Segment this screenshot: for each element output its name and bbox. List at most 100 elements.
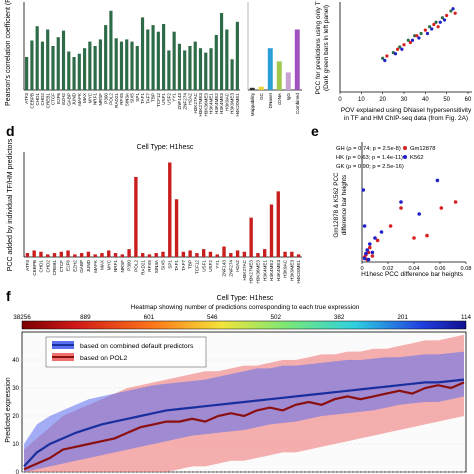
panel-d-bar-chart: Cell Type: H1hesc ATF3 CEBPB CHD1 CHD2 CREB1 C…: [7, 138, 302, 284]
x-tick-label: USF2: [166, 93, 171, 105]
side-bar: [294, 29, 300, 90]
x-tick-label: CTCF: [51, 93, 56, 105]
x-tick-label: ATF3: [24, 93, 29, 104]
y-axis-label: difference bar heights: [341, 175, 348, 235]
bar: [52, 253, 57, 257]
bar: [172, 31, 176, 90]
scatter-point: [364, 251, 368, 256]
x-tick-label: RAD21: [140, 260, 145, 275]
y-axis-label: Pearson's correlation coefficient (PCC: [5, 0, 12, 106]
x-tick-label: CEBPB: [32, 260, 37, 276]
x-tick-label: RFX5: [147, 260, 152, 272]
bar: [154, 253, 158, 257]
bar: [193, 41, 197, 90]
bar: [198, 48, 203, 90]
x-tick-label: JUND: [72, 92, 77, 105]
y-tick-label: 20: [12, 414, 19, 420]
x-tick-label: CHD1: [39, 260, 44, 273]
x-tick-label: MAFK: [93, 259, 98, 273]
bar: [125, 39, 129, 90]
x-tick-label: P300: [103, 93, 108, 104]
scatter-point: [398, 45, 402, 49]
scatter-point: [361, 188, 366, 192]
bar: [93, 46, 97, 90]
bar: [140, 253, 145, 257]
bar: [39, 251, 43, 257]
colorbar-tick-label: 889: [80, 314, 91, 321]
bar: [98, 39, 102, 90]
bar: [114, 38, 118, 90]
bar: [67, 51, 71, 90]
x-axis-label: in TF and HM ChIP-seq data (from Fig. 2A…: [344, 115, 468, 122]
panel-f-line-chart: Cell Type: H1hesc Heatmap showing number …: [5, 295, 472, 474]
bar: [156, 31, 160, 90]
scatter-point: [439, 206, 444, 210]
scatter-point: [445, 13, 449, 18]
bar: [162, 24, 166, 90]
x-axis-label: H1hesc PCC difference bar heights: [361, 271, 464, 278]
confidence-band: [24, 351, 464, 472]
colorbar-tick-label: 502: [270, 314, 281, 321]
scatter-point: [396, 47, 400, 51]
x-tick-label: USF2: [208, 260, 213, 272]
panel-subtitle: Heatmap showing number of predictions co…: [131, 304, 360, 311]
bar: [222, 246, 226, 257]
scatter-point: [417, 36, 421, 40]
x-tick-label: MAX: [100, 260, 105, 270]
x-tick-label: SIX5: [161, 260, 166, 270]
panel-e-scatter: 0 0.02 0.04 0.06 0.08 GH (ρ = 0.74; p = 2.5e-…: [333, 142, 471, 278]
panel-letter-e: e: [311, 123, 319, 139]
scatter-point: [375, 238, 380, 243]
x-tick-label: H3K4ME2: [269, 260, 274, 281]
x-tick-label: 0.08: [461, 266, 472, 272]
bar: [230, 59, 234, 90]
x-tick-label: H4K20ME1: [235, 93, 240, 117]
x-tick-label: H3K36ME3: [256, 260, 261, 284]
x-tick-label: H3K4ME3: [219, 93, 224, 114]
x-tick-label: SP1: [167, 260, 172, 269]
bar: [283, 251, 287, 257]
x-tick-label: NRF1: [93, 93, 98, 105]
x-tick-label: TCF12: [195, 260, 200, 274]
scatter-point: [400, 47, 404, 51]
legend-label: based on POL2: [80, 355, 127, 362]
x-tick-label: SIX5: [130, 93, 135, 103]
scatter-point: [365, 248, 370, 252]
x-tick-label: H3K27ME3: [198, 93, 203, 117]
scatter-point: [415, 34, 419, 38]
colorbar-tick-label: 38256: [13, 314, 31, 321]
bar: [79, 253, 84, 257]
x-tick-label: CTCF: [59, 260, 64, 272]
bar: [86, 251, 91, 257]
colorbar-tick-label: 382: [334, 314, 345, 321]
bar: [215, 254, 219, 257]
scatter-point: [393, 52, 398, 56]
x-tick-label: TAF7: [145, 93, 150, 104]
bar: [147, 254, 152, 257]
panel-letter-f: f: [6, 288, 11, 304]
panel-letter-d: d: [6, 123, 15, 139]
x-tick-label: 30: [401, 97, 408, 103]
scatter-point: [423, 28, 427, 32]
x-tick-label: RAD21: [114, 93, 119, 108]
x-tick-label: USF1: [201, 260, 206, 272]
bar: [93, 254, 97, 257]
x-tick-label: ZNF143: [177, 93, 182, 110]
x-tick-label: SIN3A: [154, 259, 159, 273]
x-tick-label: YY1: [215, 260, 220, 269]
y-tick-label: 30: [12, 386, 19, 392]
bar: [83, 48, 87, 90]
x-tick-label: CHD2: [45, 260, 50, 273]
colorbar-tick-label: 201: [397, 314, 408, 321]
bar: [296, 254, 301, 257]
bar: [59, 251, 63, 257]
scatter-point: [419, 31, 423, 36]
bar: [66, 250, 70, 257]
scatter-point: [399, 200, 403, 204]
x-tick-label: H4K20ME1: [296, 260, 301, 284]
scatter-point: [402, 43, 406, 47]
colorbar: [21, 320, 467, 330]
scatter-point: [451, 7, 455, 11]
x-tick-label: MYC: [87, 92, 92, 103]
x-tick-label: H3K4ME2: [214, 93, 219, 114]
